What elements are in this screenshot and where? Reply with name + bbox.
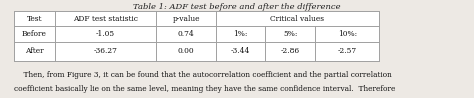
Text: ADF test statistic: ADF test statistic <box>73 15 138 23</box>
Text: Table 1: ADF test before and after the difference: Table 1: ADF test before and after the d… <box>133 3 341 11</box>
Text: 0.00: 0.00 <box>178 47 194 55</box>
Text: 0.74: 0.74 <box>178 30 194 38</box>
Text: p-value: p-value <box>172 15 200 23</box>
Text: Then, from Figure 3, it can be found that the autocorrelation coefficient and th: Then, from Figure 3, it can be found tha… <box>14 71 392 79</box>
Text: Critical values: Critical values <box>270 15 325 23</box>
Text: 5%:: 5%: <box>283 30 298 38</box>
Text: 10%:: 10%: <box>337 30 357 38</box>
Text: -2.57: -2.57 <box>337 47 357 55</box>
Text: Test: Test <box>27 15 42 23</box>
Text: 1%:: 1%: <box>233 30 248 38</box>
Text: -1.05: -1.05 <box>96 30 115 38</box>
Text: coefficient basically lie on the same level, meaning they have the same confiden: coefficient basically lie on the same le… <box>14 85 396 93</box>
Text: Before: Before <box>22 30 47 38</box>
Text: -36.27: -36.27 <box>93 47 118 55</box>
Text: After: After <box>25 47 44 55</box>
Text: -2.86: -2.86 <box>281 47 300 55</box>
Text: -3.44: -3.44 <box>231 47 250 55</box>
